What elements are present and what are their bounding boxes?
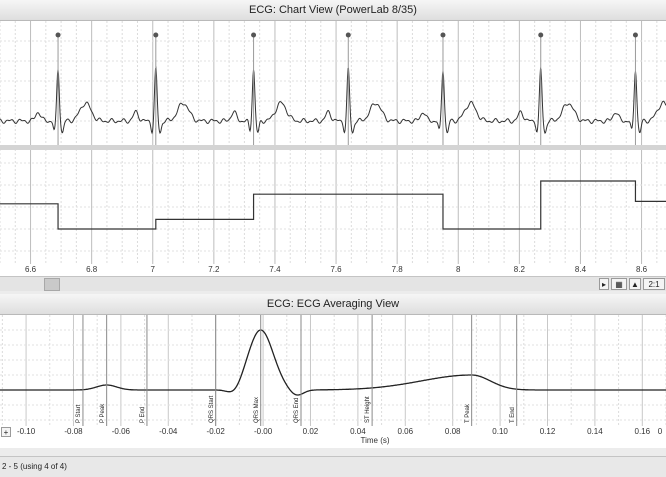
chart-time-tick: 6.6 [24,265,37,274]
averaging-xlabel: Time (s) [360,436,390,445]
averaging-time-tick: 0.08 [444,427,461,436]
zoom-menu-icon[interactable]: ▲ [629,278,641,290]
averaging-time-tick: 0.02 [302,427,319,436]
chart-view-panel[interactable] [0,21,666,264]
measurement-marker-label: ST Height [365,396,372,423]
chart-time-tick: 7.8 [391,265,403,274]
measurement-marker-label: P Start [75,404,82,423]
averaging-time-tick: -0.00 [253,427,273,436]
averaging-time-tick: 0.16 [634,427,651,436]
beat-marker-dot [153,32,159,38]
chart-time-tick: 7.2 [208,265,220,274]
averaged-ecg-trace [0,329,666,396]
chart-view-time-axis: 6.6 6.8 7 7.2 7.4 7.6 7.8 8 8.2 8.4 8.6 [0,264,666,276]
add-button[interactable]: + [1,427,11,437]
averaging-time-tick: -0.04 [159,427,178,436]
averaging-view-titlebar: ECG: ECG Averaging View [0,294,666,315]
averaging-time-tick: 0.10 [492,427,508,436]
beat-marker-dot [440,32,446,38]
scrollbar-thumb[interactable] [44,278,60,291]
chart-time-tick: 6.8 [86,265,98,274]
measurement-marker-label: QRS Start [208,395,215,423]
measurement-marker-label: P Peak [99,403,106,423]
averaging-time-tick: -0.06 [111,427,130,436]
averaging-time-tick: 0.12 [539,427,556,436]
chart-time-tick: 7 [150,265,155,274]
averaging-time-tick: 0.14 [587,427,603,436]
beat-marker-dot [251,32,257,38]
ecg-trace [0,66,666,135]
chart-time-tick: 7.4 [269,265,281,274]
chart-time-tick: 8.2 [513,265,525,274]
averaging-time-tick: -0.10 [16,427,36,436]
averaging-view-panel[interactable]: P Start P Peak P End QRS Start QRS Max QRS En… [0,315,666,426]
chart-view-title: ECG: Chart View (PowerLab 8/35) [249,4,417,16]
beat-marker-dot [538,32,544,38]
measurement-marker-label: T End [509,407,516,423]
chart-time-tick: 8.4 [574,265,587,274]
measurement-marker-label: P End [139,406,146,423]
averaging-view-plot[interactable] [0,315,666,426]
chart-view-plot[interactable] [0,21,666,264]
averaging-view-time-axis: -0.10 -0.08 -0.06 -0.04 -0.02 -0.00 0.02 0.04 0.… [0,426,666,448]
zoom-ratio-label: 2:1 [648,280,660,289]
beat-marker-dot [55,32,61,38]
beat-marker-dot [632,32,638,38]
zoom-display-icon[interactable]: ▦ [611,278,627,290]
scroll-right-arrow-icon[interactable]: ▸ [599,278,609,290]
measurement-marker-label: QRS End [294,397,300,423]
averaging-time-tick: -0.02 [206,427,225,436]
zoom-ratio-button[interactable]: 2:1 [643,278,665,290]
status-text: 2 - 5 (using 4 of 4) [2,462,67,471]
status-bar: 2 - 5 (using 4 of 4) [0,456,666,477]
chart-time-tick: 8.6 [635,265,648,274]
chart-time-tick: 7.6 [330,265,342,274]
averaging-time-tick: 0.06 [397,427,414,436]
measurement-marker-label: QRS Max [253,396,260,423]
averaging-time-tick: -0.08 [64,427,83,436]
beat-marker-dot [345,32,351,38]
averaging-time-tick: 0.04 [350,427,366,436]
chart-view-titlebar: ECG: Chart View (PowerLab 8/35) [0,0,666,21]
measurement-marker-label: T Peak [464,404,471,423]
rate-step-trace [0,180,666,230]
chart-view-scrollbar[interactable]: ▸ ▦ ▲ 2:1 [0,276,666,291]
averaging-time-tick: 0 [657,427,663,436]
channel-divider [0,145,666,150]
averaging-view-title: ECG: ECG Averaging View [266,298,400,310]
add-icon: + [3,428,9,437]
chart-time-tick: 8 [456,265,461,274]
